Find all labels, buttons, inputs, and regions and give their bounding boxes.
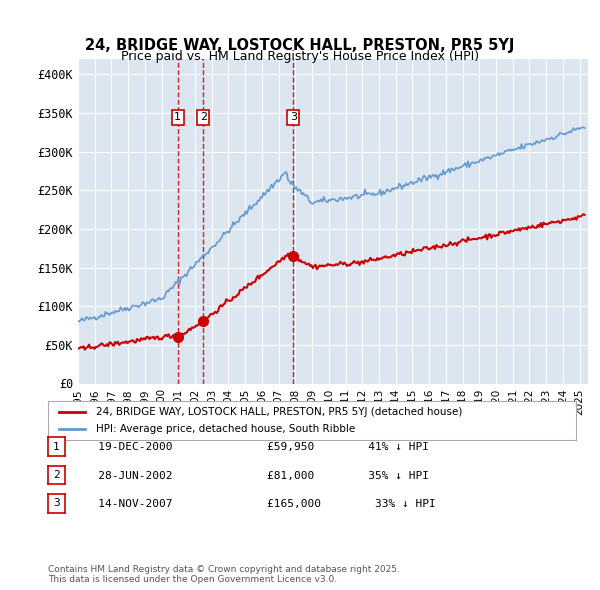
Text: 14-NOV-2007              £165,000        33% ↓ HPI: 14-NOV-2007 £165,000 33% ↓ HPI — [78, 499, 436, 509]
Text: Price paid vs. HM Land Registry's House Price Index (HPI): Price paid vs. HM Land Registry's House … — [121, 50, 479, 63]
Text: 24, BRIDGE WAY, LOSTOCK HALL, PRESTON, PR5 5YJ (detached house): 24, BRIDGE WAY, LOSTOCK HALL, PRESTON, P… — [95, 407, 462, 417]
Text: 19-DEC-2000              £59,950        41% ↓ HPI: 19-DEC-2000 £59,950 41% ↓ HPI — [78, 442, 429, 452]
Text: 24, BRIDGE WAY, LOSTOCK HALL, PRESTON, PR5 5YJ: 24, BRIDGE WAY, LOSTOCK HALL, PRESTON, P… — [85, 38, 515, 53]
Text: 3: 3 — [290, 113, 297, 122]
Text: 1: 1 — [53, 442, 60, 451]
Text: 2: 2 — [53, 470, 60, 480]
Text: Contains HM Land Registry data © Crown copyright and database right 2025.
This d: Contains HM Land Registry data © Crown c… — [48, 565, 400, 584]
Text: 28-JUN-2002              £81,000        35% ↓ HPI: 28-JUN-2002 £81,000 35% ↓ HPI — [78, 471, 429, 480]
Text: HPI: Average price, detached house, South Ribble: HPI: Average price, detached house, Sout… — [95, 424, 355, 434]
Text: 1: 1 — [175, 113, 181, 122]
Text: 2: 2 — [200, 113, 207, 122]
Text: 3: 3 — [53, 499, 60, 508]
